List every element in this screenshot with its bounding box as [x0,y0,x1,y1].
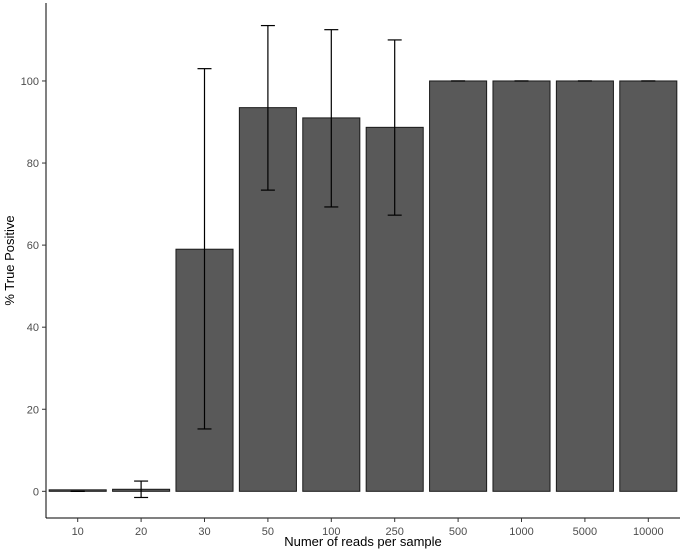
x-tick-label: 30 [198,526,210,538]
y-tick-label: 80 [27,158,39,170]
y-tick-label: 60 [27,240,39,252]
x-axis-title: Numer of reads per sample [284,534,442,549]
bar-5000 [555,80,614,492]
x-tick-label: 1000 [509,526,533,538]
x-tick-label: 5000 [573,526,597,538]
x-tick-label: 50 [262,526,274,538]
error-bar-100 [324,29,339,208]
y-ticks: 0 20 40 60 80 100 [21,76,46,498]
y-tick-label: 40 [27,322,39,334]
x-tick-label: 100 [322,526,340,538]
bar-10000 [619,80,678,492]
y-tick-label: 20 [27,404,39,416]
x-tick-label: 10 [72,526,84,538]
error-bar-20 [134,480,149,499]
bars-layer [48,80,678,492]
error-bar-30 [197,68,212,430]
y-tick-label: 100 [21,76,39,88]
x-tick-label: 10000 [633,526,664,538]
bar-500 [429,80,488,492]
x-ticks: 10 20 30 50 100 250 500 1000 5000 10000 [72,518,664,538]
y-tick-label: 0 [33,486,39,498]
x-tick-label: 20 [135,526,147,538]
error-bar-250 [387,39,402,216]
error-bars-layer [70,24,656,499]
axes-layer [45,3,680,519]
x-tick-label: 500 [449,526,467,538]
x-tick-label: 250 [386,526,404,538]
bar-1000 [492,80,551,492]
error-bar-50 [260,24,275,191]
y-axis-title: % True Positive [2,215,17,305]
